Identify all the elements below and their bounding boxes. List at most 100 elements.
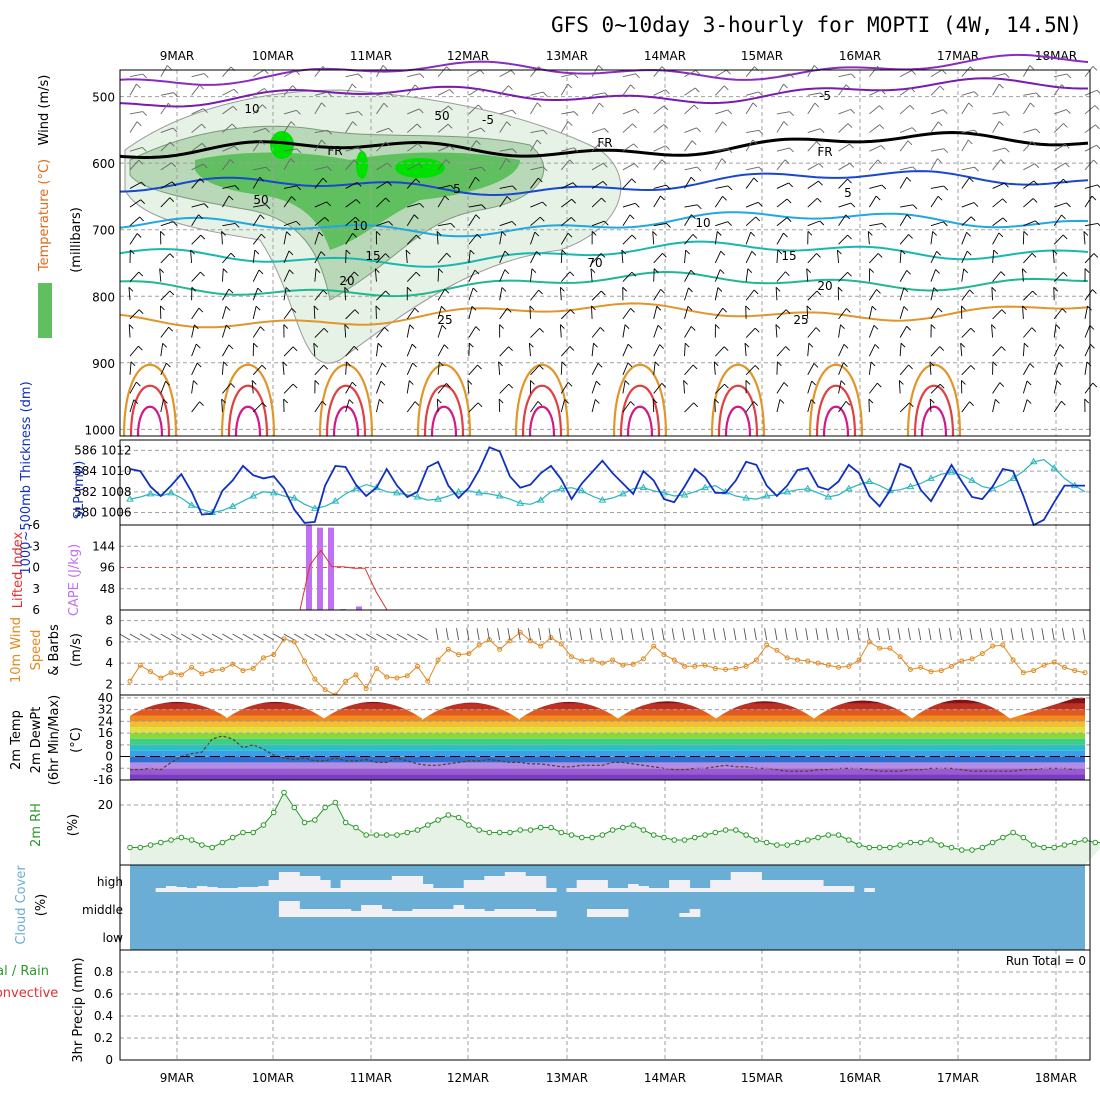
wind-barb bbox=[499, 221, 513, 227]
wind-barb bbox=[468, 69, 481, 78]
boundary-contour bbox=[920, 405, 948, 437]
wind-barb-10m bbox=[222, 633, 233, 641]
wind-barb-flag bbox=[416, 123, 422, 129]
wind-barb bbox=[930, 69, 943, 78]
wind-barb-flag bbox=[1083, 231, 1089, 236]
cloud-cell-high bbox=[638, 886, 649, 892]
rh2m-marker bbox=[1020, 834, 1027, 841]
wind-barb-flag bbox=[1001, 309, 1007, 314]
cloud-cell-high bbox=[679, 880, 691, 892]
pressure-axis-label: (millibars) bbox=[69, 207, 84, 273]
contour-label: 5 bbox=[453, 182, 461, 196]
wind-barb-flag bbox=[512, 185, 517, 191]
wind-barb-flag bbox=[813, 363, 819, 368]
wind-speed-marker bbox=[322, 687, 328, 693]
wind-barb-flag bbox=[355, 199, 361, 204]
wind-barb bbox=[191, 271, 201, 282]
wind-barb-flag bbox=[438, 268, 444, 273]
wind-barb bbox=[684, 204, 698, 208]
wind-barb bbox=[1084, 89, 1098, 96]
rh2m-marker bbox=[804, 837, 811, 843]
wind-barb-flag bbox=[477, 104, 483, 110]
rh2m-marker bbox=[188, 837, 195, 843]
wind-barb-flag bbox=[662, 253, 667, 258]
wind-barb bbox=[283, 109, 297, 115]
wind-barb bbox=[222, 88, 235, 96]
wind-barb bbox=[437, 325, 443, 338]
cloud-cell-high bbox=[864, 888, 875, 892]
cloud-cell-high bbox=[833, 886, 845, 892]
wind-barb-flag bbox=[695, 70, 701, 75]
temp-band bbox=[130, 721, 1085, 728]
wind-barb bbox=[961, 216, 972, 227]
wind-barb-10m bbox=[283, 633, 295, 641]
wind-barb-flag bbox=[409, 324, 415, 330]
wind-barb-flag bbox=[570, 309, 575, 315]
wind-barb bbox=[376, 92, 390, 96]
wind-barb bbox=[930, 158, 938, 171]
wind-speed-marker bbox=[640, 656, 646, 662]
wind-barb bbox=[1022, 399, 1028, 413]
thickness-marker bbox=[865, 477, 874, 484]
rh2m-marker bbox=[784, 842, 791, 848]
wind-barb-10m bbox=[558, 628, 562, 641]
wind-barb bbox=[591, 343, 594, 357]
wind-barb bbox=[714, 85, 725, 96]
wind-speed-marker bbox=[558, 641, 564, 647]
cape-bar bbox=[317, 527, 323, 610]
wind-barb bbox=[160, 399, 164, 413]
wind-barb-flag bbox=[1062, 272, 1068, 277]
wind-barb bbox=[191, 73, 205, 78]
boundary-contour bbox=[227, 384, 269, 437]
wind-speed-marker bbox=[661, 652, 667, 658]
wind-barb-flag bbox=[498, 398, 504, 404]
wind-barb bbox=[560, 121, 569, 133]
wind-barb-flag bbox=[600, 141, 606, 147]
wind-barb-flag bbox=[784, 159, 790, 165]
contour-label: FR bbox=[597, 136, 612, 150]
wind-barb bbox=[899, 104, 911, 115]
wind-barb-flag bbox=[290, 121, 296, 126]
wind-barb bbox=[991, 324, 994, 338]
cloud-cell-middle bbox=[474, 909, 485, 917]
wind-barb bbox=[807, 180, 819, 189]
wind-barb bbox=[221, 399, 223, 413]
date-label-bottom: 13MAR bbox=[546, 1071, 588, 1085]
wind-barb bbox=[930, 221, 944, 227]
wind-barb bbox=[899, 177, 908, 189]
pressure-tick: 500 bbox=[92, 91, 115, 105]
wind-barb-flag bbox=[222, 268, 228, 273]
wind-barb bbox=[160, 343, 164, 357]
wind-barb-flag bbox=[133, 399, 139, 404]
wind-barb-flag bbox=[539, 364, 544, 370]
thickness-marker bbox=[803, 484, 812, 492]
thickness-marker bbox=[475, 488, 484, 496]
wind-barb-flag bbox=[604, 128, 609, 133]
wind-barb-flag bbox=[508, 346, 513, 352]
thickness-marker bbox=[886, 486, 894, 494]
wind-barb bbox=[252, 214, 261, 226]
slp-tick: 1012 bbox=[101, 443, 132, 457]
wind-barb bbox=[992, 198, 1003, 208]
wind-barb bbox=[1053, 400, 1062, 413]
cloud-cell-middle bbox=[597, 909, 608, 917]
temp-band bbox=[130, 762, 1085, 769]
rh2m-tick: 20 bbox=[98, 798, 113, 812]
wind-barb-flag bbox=[961, 380, 966, 385]
rh2m-marker bbox=[404, 829, 411, 836]
wind-barb-flag bbox=[909, 402, 914, 408]
wind-barb bbox=[160, 326, 170, 338]
wind-barb bbox=[868, 289, 877, 301]
date-label-bottom: 10MAR bbox=[252, 1071, 294, 1085]
wind-barb bbox=[530, 177, 539, 189]
wind-barb bbox=[745, 177, 755, 189]
rh2m-marker bbox=[527, 827, 534, 833]
wind-barb-flag bbox=[504, 269, 510, 274]
wind-barb bbox=[561, 147, 574, 152]
wind-barb-flag bbox=[291, 196, 296, 201]
wind-barb-flag bbox=[376, 231, 381, 236]
wind-barb bbox=[869, 105, 880, 115]
wind-speed-marker bbox=[1072, 668, 1078, 674]
wind-barb-flag bbox=[877, 253, 883, 258]
temp-tick: 24 bbox=[98, 714, 113, 728]
